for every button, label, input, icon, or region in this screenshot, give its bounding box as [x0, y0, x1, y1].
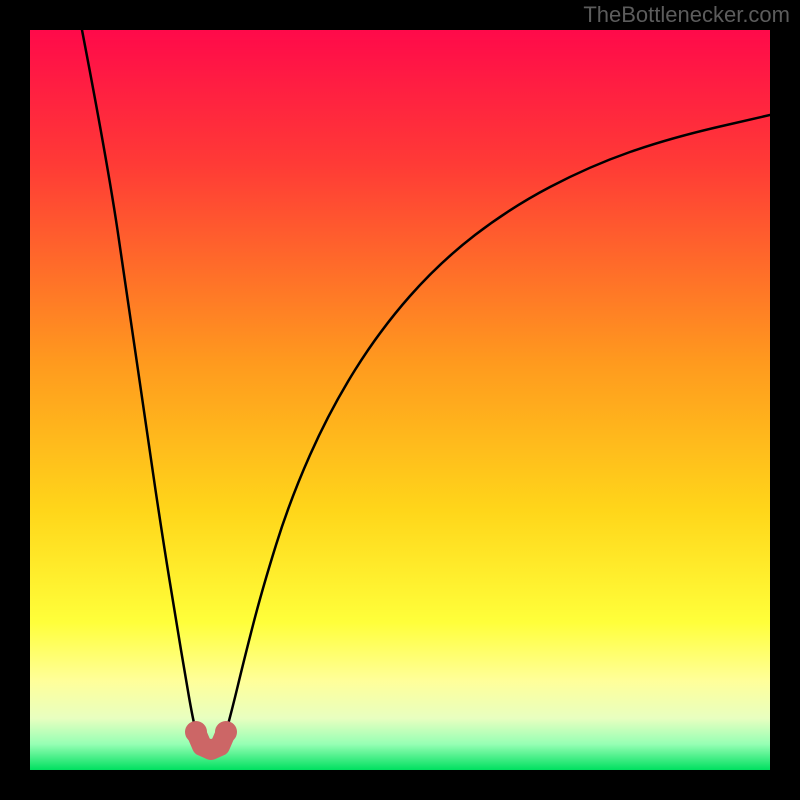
chart-stage: TheBottlenecker.com — [0, 0, 800, 800]
watermark-text: TheBottlenecker.com — [583, 2, 790, 28]
bottleneck-chart — [0, 0, 800, 800]
trough-end-left — [185, 721, 207, 743]
gradient-background — [30, 30, 770, 770]
trough-end-right — [215, 721, 237, 743]
